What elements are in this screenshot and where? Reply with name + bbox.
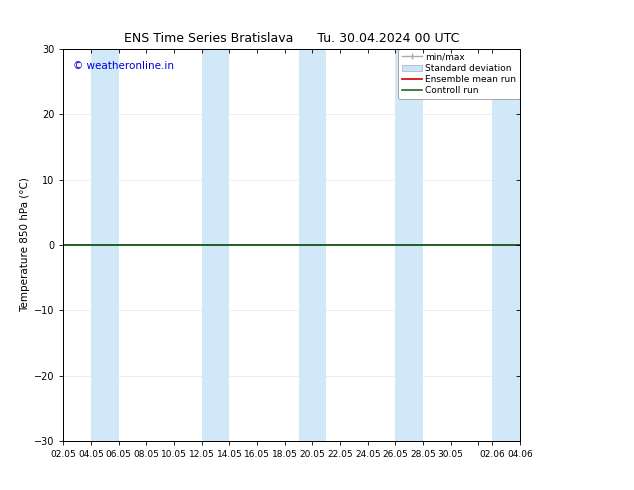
Title: ENS Time Series Bratislava      Tu. 30.04.2024 00 UTC: ENS Time Series Bratislava Tu. 30.04.202…	[124, 32, 459, 45]
Bar	[202, 49, 230, 441]
Bar	[91, 49, 119, 441]
Y-axis label: Temperature 850 hPa (°C): Temperature 850 hPa (°C)	[20, 177, 30, 313]
Bar	[396, 49, 423, 441]
Text: © weatheronline.in: © weatheronline.in	[72, 61, 174, 71]
Legend: min/max, Standard deviation, Ensemble mean run, Controll run: min/max, Standard deviation, Ensemble me…	[398, 49, 520, 99]
Bar	[492, 49, 520, 441]
Bar	[299, 49, 327, 441]
